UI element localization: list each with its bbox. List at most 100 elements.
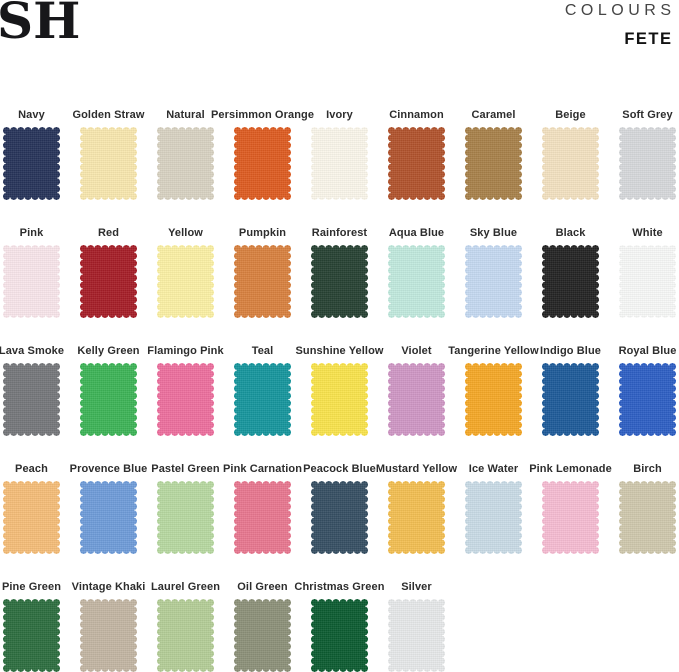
swatch-birch[interactable] [619,481,676,554]
swatch-mustard-yellow[interactable] [388,481,445,554]
swatch-cell-provence-blue: Provence Blue [70,462,147,554]
swatch-label-cinnamon: Cinnamon [389,109,444,121]
swatch-tangerine-yellow[interactable] [465,363,522,436]
swatch-cell-ivory: Ivory [301,108,378,200]
swatch-christmas-green[interactable] [311,599,368,672]
swatch-label-natural: Natural [166,109,205,121]
swatch-persimmon-orange[interactable] [234,127,291,200]
swatch-teal[interactable] [234,363,291,436]
swatch-label-teal: Teal [251,345,274,357]
swatch-label-yellow: Yellow [168,227,203,239]
swatch-white[interactable] [619,245,676,318]
swatch-beige[interactable] [542,127,599,200]
swatch-sunshine-yellow[interactable] [311,363,368,436]
swatch-oil-green[interactable] [234,599,291,672]
swatch-label-pink: Pink [19,227,44,239]
swatch-cell-pink-carnation: Pink Carnation [222,462,303,554]
swatch-label-sky-blue: Sky Blue [469,227,518,239]
swatch-pine-green[interactable] [3,599,60,672]
swatch-pumpkin[interactable] [234,245,291,318]
page-header: SH COLOURS FETE [0,0,679,50]
swatch-label-persimmon-orange: Persimmon Orange [210,109,315,121]
swatch-royal-blue[interactable] [619,363,676,436]
swatch-kelly-green[interactable] [80,363,137,436]
swatch-label-pastel-green: Pastel Green [151,463,220,475]
swatch-label-silver: Silver [401,581,432,593]
swatch-peacock-blue[interactable] [311,481,368,554]
swatch-yellow[interactable] [157,245,214,318]
swatch-pink-carnation[interactable] [234,481,291,554]
swatch-laurel-green[interactable] [157,599,214,672]
swatch-navy[interactable] [3,127,60,200]
swatch-cell-navy: Navy [0,108,70,200]
swatch-rainforest[interactable] [311,245,368,318]
swatch-cell-tangerine-yellow: Tangerine Yellow [448,344,539,436]
swatch-cell-black: Black [532,226,609,318]
swatch-cell-pink-lemonade: Pink Lemonade [529,462,612,554]
swatch-lava-smoke[interactable] [3,363,60,436]
swatch-cell-white: White [609,226,679,318]
swatch-label-pine-green: Pine Green [1,581,62,593]
swatch-label-black: Black [555,227,586,239]
swatch-label-pink-lemonade: Pink Lemonade [529,463,612,475]
swatch-label-aqua-blue: Aqua Blue [388,227,445,239]
collection-label: COLOURS [564,2,676,19]
swatch-cell-peach: Peach [0,462,70,554]
swatch-label-golden-straw: Golden Straw [72,109,145,121]
swatch-cell-birch: Birch [609,462,679,554]
swatch-cell-ice-water: Ice Water [455,462,532,554]
swatch-cell-oil-green: Oil Green [224,580,301,672]
swatch-cell-indigo-blue: Indigo Blue [532,344,609,436]
swatch-label-provence-blue: Provence Blue [69,463,148,475]
swatch-silver[interactable] [388,599,445,672]
swatch-cell-kelly-green: Kelly Green [70,344,147,436]
swatch-provence-blue[interactable] [80,481,137,554]
swatch-violet[interactable] [388,363,445,436]
swatch-flamingo-pink[interactable] [157,363,214,436]
swatch-label-ivory: Ivory [326,109,353,121]
swatch-cell-persimmon-orange: Persimmon Orange [211,108,314,200]
swatch-cell-natural: Natural [147,108,224,200]
swatch-ivory[interactable] [311,127,368,200]
swatch-indigo-blue[interactable] [542,363,599,436]
swatch-cinnamon[interactable] [388,127,445,200]
swatch-caramel[interactable] [465,127,522,200]
swatch-cell-rainforest: Rainforest [301,226,378,318]
swatch-label-pink-carnation: Pink Carnation [222,463,303,475]
swatch-natural[interactable] [157,127,214,200]
swatch-cell-pink: Pink [0,226,70,318]
swatch-cell-beige: Beige [532,108,609,200]
swatch-label-peacock-blue: Peacock Blue [303,463,376,475]
swatch-label-navy: Navy [18,109,45,121]
swatch-cell-cinnamon: Cinnamon [378,108,455,200]
swatch-label-ice-water: Ice Water [468,463,519,475]
swatch-pink-lemonade[interactable] [542,481,599,554]
swatch-peach[interactable] [3,481,60,554]
swatch-label-lava-smoke: Lava Smoke [0,345,65,357]
swatch-cell-yellow: Yellow [147,226,224,318]
swatch-cell-pumpkin: Pumpkin [224,226,301,318]
swatch-cell-christmas-green: Christmas Green [294,580,384,672]
swatch-pink[interactable] [3,245,60,318]
swatch-label-kelly-green: Kelly Green [77,345,140,357]
swatch-soft-grey[interactable] [619,127,676,200]
swatch-label-birch: Birch [633,463,662,475]
swatch-label-tangerine-yellow: Tangerine Yellow [448,345,539,357]
swatch-label-peach: Peach [15,463,48,475]
swatch-label-caramel: Caramel [471,109,516,121]
swatch-ice-water[interactable] [465,481,522,554]
swatch-cell-vintage-khaki: Vintage Khaki [70,580,147,672]
swatch-cell-sky-blue: Sky Blue [455,226,532,318]
swatch-vintage-khaki[interactable] [80,599,137,672]
swatch-black[interactable] [542,245,599,318]
swatch-label-red: Red [97,227,120,239]
swatch-golden-straw[interactable] [80,127,137,200]
swatch-cell-flamingo-pink: Flamingo Pink [147,344,224,436]
swatch-pastel-green[interactable] [157,481,214,554]
swatch-label-laurel-green: Laurel Green [150,581,221,593]
swatch-sky-blue[interactable] [465,245,522,318]
swatch-aqua-blue[interactable] [388,245,445,318]
swatch-red[interactable] [80,245,137,318]
swatch-cell-royal-blue: Royal Blue [609,344,679,436]
swatch-cell-pine-green: Pine Green [0,580,70,672]
